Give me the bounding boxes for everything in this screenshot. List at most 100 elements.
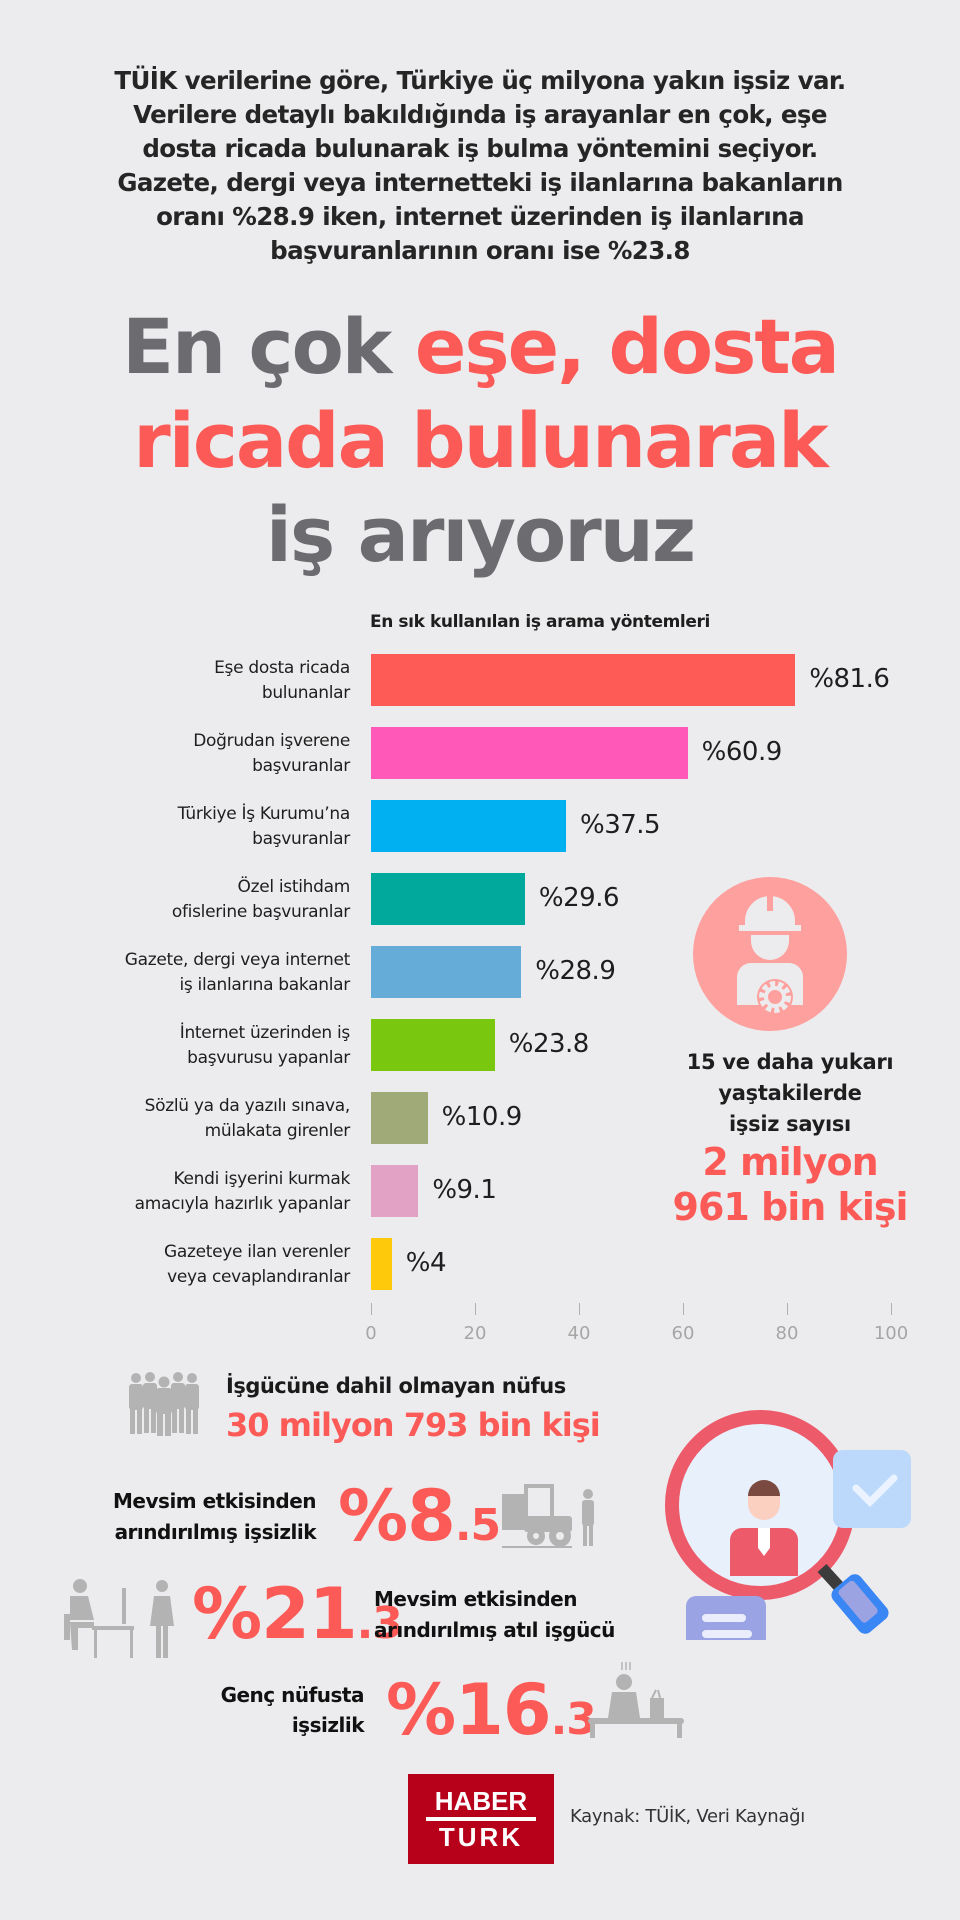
not-in-labor-label: İşgücüne dahil olmayan nüfus [226, 1374, 566, 1398]
bar-label-line: Gazete, dergi veya internet [124, 950, 351, 970]
forklift-worker-icon [502, 1480, 602, 1554]
bar-label: Gazeteye ilan verenler veya cevaplandıran… [20, 1240, 350, 1290]
x-tick [475, 1303, 476, 1315]
intro-paragraph: TÜİK verilerine göre, Türkiye üç milyona… [40, 64, 920, 268]
value-main: %8 [338, 1475, 456, 1557]
bar-label-line: amacıyla hazırlık yapanlar [134, 1194, 351, 1214]
bar-label: Kendi işyerini kurmak amacıyla hazırlık y… [20, 1167, 351, 1217]
bar [371, 727, 688, 779]
bar-label-line: Doğrudan işverene [193, 731, 350, 751]
intro-line: Verilere detaylı bakıldığında iş arayanl… [133, 100, 827, 129]
logo-divider [426, 1817, 536, 1821]
bar-label-line: veya cevaplandıranlar [167, 1267, 350, 1287]
label-line: arındırılmış atıl işgücü [374, 1618, 615, 1642]
bar-label: Eşe dosta ricada bulunanlar [20, 656, 350, 706]
headline-part-accent: eşe, dosta [414, 302, 840, 391]
x-tick-label: 80 [775, 1323, 799, 1344]
office-worker-icon [62, 1578, 182, 1664]
chart-row: İnternet üzerinden iş başvurusu yapanlar%… [0, 1019, 960, 1077]
bar-value: %4 [405, 1248, 447, 1278]
intro-line: başvuranlarının oranı ise %23.8 [270, 236, 690, 265]
bar-value: %23.8 [508, 1029, 590, 1059]
logo-line-1: HABER [434, 1786, 528, 1816]
x-tick [371, 1303, 372, 1315]
seasonal-unemployment-value: %8.5 [338, 1475, 501, 1566]
bar-label-line: başvurusu yapanlar [187, 1048, 350, 1068]
worker-with-gear-icon [693, 877, 847, 1031]
headline-part-grey: iş arıyoruz [265, 490, 696, 579]
label-line: Mevsim etkisinden [113, 1489, 316, 1513]
bar-value: %81.6 [809, 664, 890, 694]
chart-row: Türkiye İş Kurumu’na başvuranlar %37.5 [0, 800, 960, 858]
logo-line-2: TURK [438, 1822, 524, 1852]
bar [371, 654, 796, 706]
chart-row: Kendi işyerini kurmak amacıyla hazırlık y… [0, 1165, 960, 1223]
bar-label-line: Sözlü ya da yazılı sınava, [144, 1096, 351, 1116]
idle-labor-label: Mevsim etkisinden arındırılmış atıl işgü… [374, 1584, 615, 1646]
bar-label: Sözlü ya da yazılı sınava, mülakata giren… [20, 1094, 351, 1144]
label-line: Genç nüfusta [220, 1683, 365, 1707]
bar-label: Gazete, dergi veya internet iş ilanlarına… [20, 948, 351, 998]
bar-value: %28.9 [535, 956, 616, 986]
idle-labor-value: %21.3 [192, 1573, 403, 1664]
bar-label: Özel istihdam ofislerine başvuranlar [20, 875, 350, 925]
unemployed-value-line: 961 bin kişi [672, 1185, 909, 1229]
bar-value: %29.6 [538, 883, 620, 913]
intro-line: Gazete, dergi veya internetteki iş ilanl… [117, 168, 843, 197]
bar-label-line: Gazeteye ilan verenler [163, 1242, 350, 1262]
bar-value: %37.5 [580, 810, 661, 840]
bar-label-line: iş ilanlarına bakanlar [179, 975, 350, 995]
value-decimal: .5 [454, 1500, 501, 1551]
bar-value: %60.9 [701, 737, 783, 767]
x-tick [787, 1303, 788, 1315]
seasonal-unemployment-label: Mevsim etkisinden arındırılmış işsizlik [40, 1486, 316, 1548]
bar-label: Türkiye İş Kurumu’na başvuranlar [20, 802, 351, 852]
bar-label-line: bulunanlar [261, 683, 350, 703]
value-main: %16 [386, 1669, 552, 1751]
chart-row: Özel istihdam ofislerine başvuranlar %29.6 [0, 873, 960, 931]
label-line: arındırılmış işsizlik [114, 1520, 317, 1544]
chart-title: En sık kullanılan iş arama yöntemleri [370, 612, 710, 632]
headline-part-grey: En çok [122, 302, 415, 391]
value-decimal: .3 [356, 1598, 403, 1649]
x-tick [579, 1303, 580, 1315]
haberturk-logo: HABER TURK [408, 1774, 554, 1864]
bar [371, 946, 522, 998]
bar-value: %9.1 [432, 1175, 497, 1205]
bar-label-line: Türkiye İş Kurumu’na [177, 804, 351, 824]
bar-label-line: Eşe dosta ricada [214, 658, 350, 678]
bar-label-line: ofislerine başvuranlar [171, 902, 350, 922]
value-main: %21 [192, 1573, 358, 1655]
x-tick-label: 0 [365, 1323, 377, 1344]
bar-label-line: İnternet üzerinden iş [179, 1023, 351, 1043]
unemployed-label-line: yaştakilerde [718, 1081, 862, 1105]
bar-label-line: başvuranlar [252, 756, 350, 776]
magnifier-candidate-icon [660, 1400, 920, 1676]
bar-value: %10.9 [441, 1102, 523, 1132]
not-in-labor-value: 30 milyon 793 bin kişi [226, 1406, 601, 1444]
youth-unemployment-value: %16.3 [386, 1669, 597, 1760]
x-tick [683, 1303, 684, 1315]
bar-label-line: mülakata girenler [204, 1121, 351, 1141]
chart-row: Gazete, dergi veya internet iş ilanlarına… [0, 946, 960, 1004]
people-group-icon [126, 1372, 202, 1442]
bar-label-line: Kendi işyerini kurmak [173, 1169, 351, 1189]
bar [371, 873, 525, 925]
x-axis: 0 20 40 60 80 100 [365, 1303, 908, 1344]
source-text: Kaynak: TÜİK, Veri Kaynağı [570, 1806, 805, 1827]
bar [371, 1092, 428, 1144]
intro-line: dosta ricada bulunarak iş bulma yöntemin… [142, 134, 818, 163]
x-tick-label: 60 [671, 1323, 695, 1344]
bar [371, 1019, 495, 1071]
unemployed-label-line: işsiz sayısı [729, 1112, 851, 1136]
chart-row: Eşe dosta ricada bulunanlar %81.6 [0, 654, 960, 712]
bar-label: Doğrudan işverene başvuranlar [20, 729, 350, 779]
youth-unemployment-label: Genç nüfusta işsizlik [140, 1680, 365, 1740]
chart-row: Gazeteye ilan verenler veya cevaplandıran… [0, 1238, 960, 1296]
sad-person-bench-icon [588, 1662, 684, 1742]
x-tick-label: 40 [567, 1323, 591, 1344]
headline-part-accent: ricada bulunarak [133, 396, 828, 485]
unemployed-value: 2 milyon 961 bin kişi [640, 1140, 940, 1230]
chart-row: Sözlü ya da yazılı sınava, mülakata giren… [0, 1092, 960, 1150]
bar [371, 1238, 392, 1290]
